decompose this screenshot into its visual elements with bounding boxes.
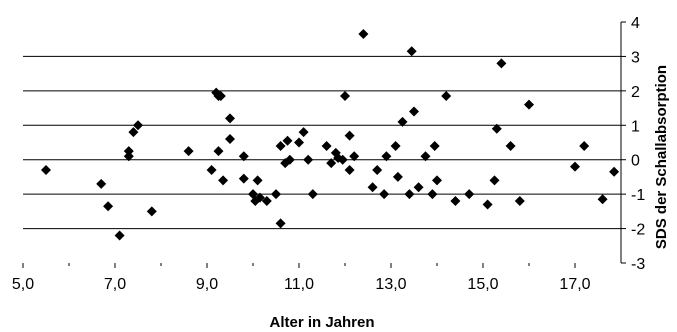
data-point — [218, 175, 229, 186]
data-point — [344, 165, 355, 176]
data-point — [261, 196, 272, 207]
y-axis-title: SDS der Schallabsorption — [653, 65, 670, 249]
data-point — [505, 140, 516, 151]
y-tick-label: 4 — [631, 15, 640, 32]
data-point — [275, 140, 286, 151]
data-point — [294, 137, 304, 148]
data-point — [252, 175, 263, 186]
data-point — [441, 91, 452, 102]
data-point — [514, 196, 525, 207]
y-tick-label: 1 — [631, 118, 640, 135]
data-point — [128, 127, 139, 138]
data-point — [372, 165, 383, 176]
data-point — [146, 206, 157, 217]
data-point — [307, 189, 318, 200]
y-tick-labels: -3 -2 -1 0 1 2 3 4 — [631, 15, 645, 273]
x-tick-label: 7,0 — [104, 276, 126, 293]
data-point — [406, 46, 417, 57]
data-point — [597, 194, 608, 205]
data-point — [358, 29, 369, 40]
data-point — [238, 151, 249, 162]
data-point — [123, 146, 134, 157]
data-point — [432, 175, 442, 186]
gridlines — [23, 55, 621, 230]
data-point — [570, 161, 580, 172]
data-point — [429, 140, 440, 151]
data-point — [284, 154, 295, 165]
data-point — [103, 201, 114, 212]
data-point — [340, 91, 350, 102]
data-point — [397, 116, 408, 127]
y-tick-label: -3 — [631, 256, 645, 273]
data-point — [367, 182, 378, 193]
data-point — [450, 196, 461, 207]
x-tick-labels: 5,0 7,0 9,0 11,0 13,0 15,0 17,0 — [12, 276, 591, 293]
x-tick-label: 11,0 — [284, 276, 314, 293]
data-point — [337, 154, 348, 165]
data-point — [491, 123, 502, 134]
data-point — [404, 189, 415, 200]
x-tick-label: 13,0 — [375, 276, 406, 293]
y-tick-label: -1 — [631, 187, 645, 204]
data-point — [254, 192, 265, 203]
data-point — [496, 58, 507, 69]
data-point — [344, 130, 355, 141]
data-point — [183, 146, 194, 157]
data-point — [379, 189, 390, 200]
data-point — [326, 158, 337, 169]
data-point — [225, 113, 235, 124]
data-point — [381, 151, 392, 162]
x-tick-label: 5,0 — [12, 276, 34, 293]
data-point — [420, 151, 431, 162]
data-point — [213, 146, 224, 157]
x-axis-title: Alter in Jahren — [269, 314, 374, 331]
data-point — [303, 154, 314, 165]
data-point — [298, 127, 309, 138]
data-point — [225, 134, 235, 145]
x-tick-label: 9,0 — [196, 276, 218, 293]
data-point — [238, 173, 249, 184]
data-point — [349, 151, 360, 162]
data-point — [427, 189, 438, 200]
y-tick-label: 3 — [631, 49, 640, 66]
data-point — [579, 140, 590, 151]
data-point — [133, 120, 143, 131]
axes — [22, 21, 626, 268]
y-tick-label: -2 — [631, 222, 645, 239]
data-point — [392, 171, 403, 182]
data-point — [321, 140, 332, 151]
x-tick-label: 17,0 — [559, 276, 590, 293]
data-point — [114, 230, 125, 241]
data-point — [282, 135, 293, 146]
data-point — [123, 151, 134, 162]
data-point — [390, 140, 401, 151]
data-point — [215, 91, 226, 102]
data-point — [206, 165, 217, 176]
data-point — [275, 218, 286, 229]
data-point — [524, 99, 534, 110]
data-point — [409, 106, 419, 117]
data-point — [96, 178, 107, 189]
x-tick-label: 15,0 — [467, 276, 498, 293]
data-point — [489, 175, 500, 186]
data-point — [464, 189, 475, 200]
data-point — [271, 189, 281, 200]
data-points — [41, 29, 620, 241]
data-point — [41, 165, 51, 176]
data-point — [413, 182, 424, 193]
data-point — [609, 166, 620, 177]
y-tick-label: 2 — [631, 84, 640, 101]
y-tick-label: 0 — [631, 153, 640, 170]
data-point — [482, 199, 493, 210]
